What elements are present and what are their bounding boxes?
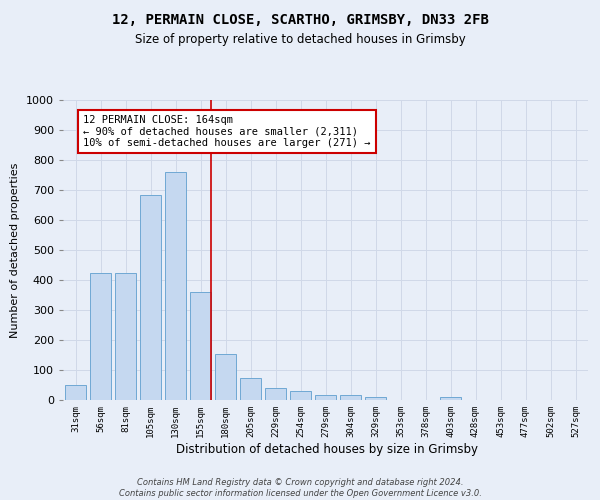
Bar xyxy=(340,394,361,400)
Bar xyxy=(215,354,236,400)
Text: Size of property relative to detached houses in Grimsby: Size of property relative to detached ho… xyxy=(134,32,466,46)
Bar xyxy=(165,172,186,400)
Bar xyxy=(440,397,461,400)
Bar xyxy=(140,194,161,400)
Bar xyxy=(290,391,311,400)
Bar xyxy=(65,385,86,400)
Text: 12, PERMAIN CLOSE, SCARTHO, GRIMSBY, DN33 2FB: 12, PERMAIN CLOSE, SCARTHO, GRIMSBY, DN3… xyxy=(112,12,488,26)
Bar xyxy=(90,272,111,400)
Bar xyxy=(365,397,386,400)
Y-axis label: Number of detached properties: Number of detached properties xyxy=(10,162,20,338)
Bar xyxy=(315,394,336,400)
Bar xyxy=(190,292,211,400)
Text: Distribution of detached houses by size in Grimsby: Distribution of detached houses by size … xyxy=(176,442,478,456)
Bar xyxy=(240,378,261,400)
Text: Contains HM Land Registry data © Crown copyright and database right 2024.
Contai: Contains HM Land Registry data © Crown c… xyxy=(119,478,481,498)
Text: 12 PERMAIN CLOSE: 164sqm
← 90% of detached houses are smaller (2,311)
10% of sem: 12 PERMAIN CLOSE: 164sqm ← 90% of detach… xyxy=(83,115,371,148)
Bar xyxy=(115,272,136,400)
Bar xyxy=(265,388,286,400)
